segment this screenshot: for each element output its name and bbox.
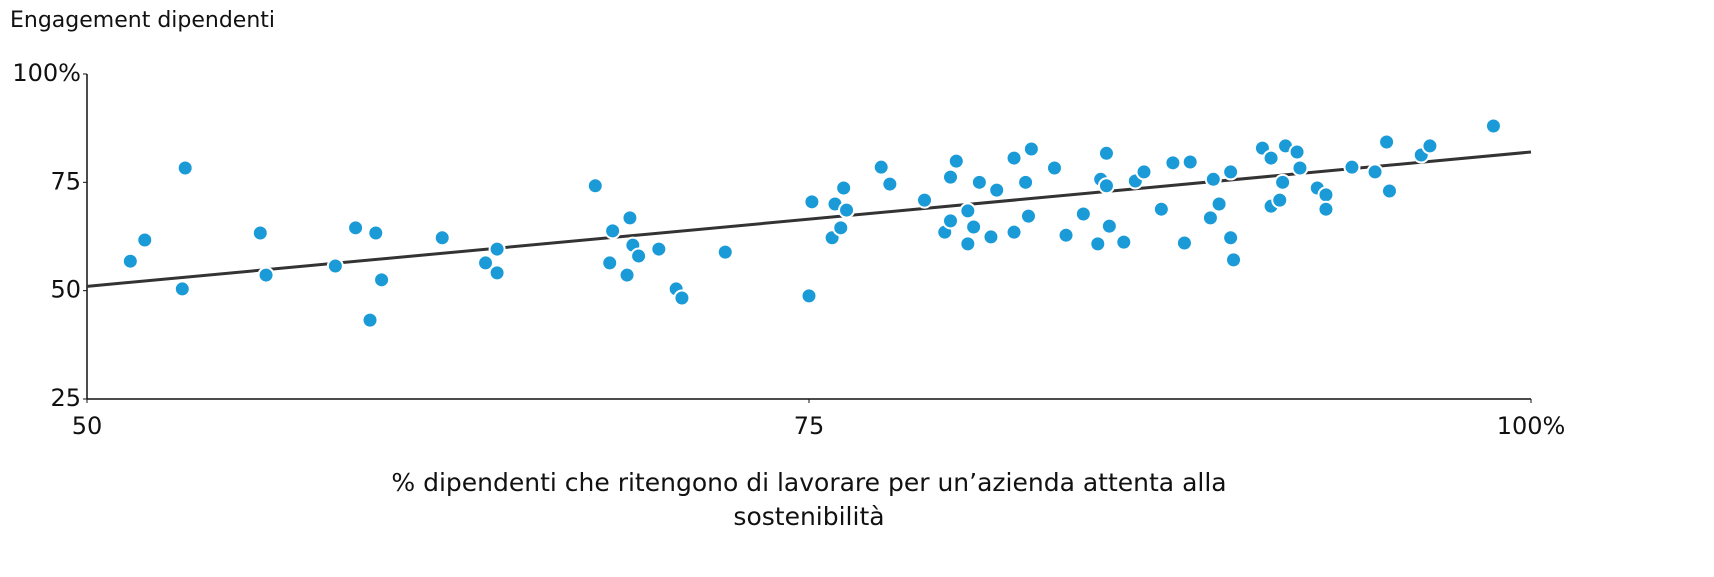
- point: [1317, 200, 1335, 218]
- x-axis-label: % dipendenti che ritengono di lavorare p…: [391, 468, 1227, 531]
- point: [1378, 133, 1396, 151]
- point: [586, 177, 604, 195]
- point: [604, 222, 622, 240]
- point: [1366, 163, 1384, 181]
- point: [982, 228, 1000, 246]
- point: [1152, 200, 1170, 218]
- y-tick-label: 100%: [12, 59, 81, 87]
- point: [916, 191, 934, 209]
- point: [1005, 149, 1023, 167]
- point: [1222, 229, 1240, 247]
- point: [947, 152, 965, 170]
- point: [630, 247, 648, 265]
- point: [1271, 191, 1289, 209]
- point: [1288, 143, 1306, 161]
- point: [176, 159, 194, 177]
- point: [1089, 235, 1107, 253]
- point: [326, 257, 344, 275]
- point: [257, 266, 275, 284]
- point: [1097, 144, 1115, 162]
- point: [838, 201, 856, 219]
- point: [988, 181, 1006, 199]
- point: [1017, 173, 1035, 191]
- point: [1135, 163, 1153, 181]
- point: [1210, 195, 1228, 213]
- point: [1074, 205, 1092, 223]
- point: [800, 287, 818, 305]
- point: [1175, 234, 1193, 252]
- x-tick-label: 100%: [1497, 412, 1566, 440]
- point: [1262, 149, 1280, 167]
- point: [136, 231, 154, 249]
- point: [347, 219, 365, 237]
- x-tick-label: 50: [72, 412, 103, 440]
- point: [1019, 207, 1037, 225]
- point: [1201, 209, 1219, 227]
- point: [970, 173, 988, 191]
- point: [942, 212, 960, 230]
- point: [1100, 217, 1118, 235]
- point: [1181, 153, 1199, 171]
- point: [1421, 137, 1439, 155]
- point: [618, 266, 636, 284]
- point: [803, 193, 821, 211]
- point: [1005, 223, 1023, 241]
- point: [367, 224, 385, 242]
- point: [1204, 170, 1222, 188]
- point: [1291, 159, 1309, 177]
- y-tick-label: 50: [50, 276, 81, 304]
- point: [1022, 140, 1040, 158]
- y-tick-label: 25: [50, 384, 81, 412]
- point: [716, 243, 734, 261]
- point: [373, 271, 391, 289]
- point: [1317, 186, 1335, 204]
- point: [835, 179, 853, 197]
- y-axis-label: Engagement dipendenti: [10, 8, 276, 33]
- point: [959, 235, 977, 253]
- point: [361, 311, 379, 329]
- point: [601, 254, 619, 272]
- y-tick-label: 75: [50, 167, 81, 195]
- point: [488, 240, 506, 258]
- x-tick-label: 75: [794, 412, 825, 440]
- point: [1115, 233, 1133, 251]
- point: [832, 219, 850, 237]
- point: [1222, 163, 1240, 181]
- point: [488, 264, 506, 282]
- point: [1097, 177, 1115, 195]
- point: [1274, 173, 1292, 191]
- point: [673, 289, 691, 307]
- point: [433, 229, 451, 247]
- point: [1045, 159, 1063, 177]
- point: [872, 158, 890, 176]
- point: [1484, 117, 1502, 135]
- trend-line: [86, 150, 1532, 288]
- point: [1380, 182, 1398, 200]
- point: [1164, 154, 1182, 172]
- point: [959, 202, 977, 220]
- point: [477, 254, 495, 272]
- point: [621, 209, 639, 227]
- point: [173, 280, 191, 298]
- point: [965, 218, 983, 236]
- point: [881, 175, 899, 193]
- point: [650, 240, 668, 258]
- point: [942, 168, 960, 186]
- point: [251, 224, 269, 242]
- point: [1343, 158, 1361, 176]
- point: [1057, 226, 1075, 244]
- point: [1225, 251, 1243, 269]
- point: [121, 252, 139, 270]
